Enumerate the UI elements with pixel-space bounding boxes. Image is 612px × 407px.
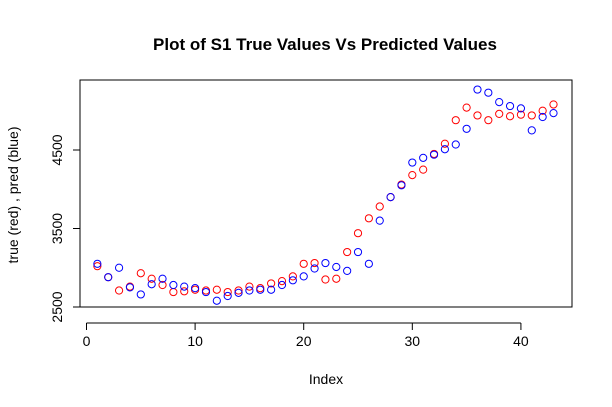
- predicted-value-point: [169, 280, 178, 290]
- predicted-value-point: [201, 287, 211, 297]
- true-value-point: [245, 282, 254, 291]
- predicted-value-point: [114, 263, 124, 272]
- x-tick-label: 30: [405, 333, 421, 349]
- predicted-value-point: [408, 158, 417, 167]
- true-value-point: [234, 286, 243, 295]
- predicted-value-point: [451, 140, 460, 149]
- y-axis: 2500 3500 4500: [49, 134, 81, 323]
- true-value-point: [516, 110, 526, 119]
- true-value-point: [353, 229, 363, 238]
- true-value-point: [212, 285, 221, 294]
- true-value-point: [473, 111, 482, 120]
- true-value-point: [419, 165, 428, 174]
- predicted-value-point: [419, 153, 428, 162]
- predicted-value-point: [364, 259, 373, 268]
- x-tick-label: 10: [187, 333, 203, 349]
- y-tick-label: 4500: [49, 134, 65, 165]
- true-value-point: [93, 262, 102, 271]
- true-value-point: [484, 116, 493, 125]
- predicted-value-point: [267, 285, 276, 294]
- predicted-value-point: [527, 126, 536, 135]
- true-value-point: [299, 259, 308, 268]
- predicted-value-point: [256, 285, 265, 294]
- true-value-point: [288, 272, 297, 281]
- plot-frame: [79, 79, 573, 308]
- true-value-point: [223, 287, 232, 297]
- predicted-value-point: [495, 98, 504, 107]
- true-value-point: [505, 112, 515, 121]
- predicted-value-point: [136, 290, 145, 299]
- x-tick-label: 40: [513, 333, 529, 349]
- true-value-point: [180, 287, 189, 296]
- true-value-point: [462, 103, 471, 112]
- predicted-value-point: [549, 109, 558, 118]
- predicted-value-point: [429, 150, 439, 159]
- predicted-value-point: [440, 145, 449, 154]
- true-value-point: [136, 269, 145, 278]
- true-value-point: [343, 247, 352, 257]
- true-value-point: [375, 202, 384, 211]
- y-tick-label: 3500: [49, 213, 65, 244]
- predicted-value-point: [516, 104, 526, 113]
- predicted-value-point: [93, 259, 102, 268]
- true-value-point: [332, 274, 341, 283]
- predicted-value-point: [397, 181, 406, 190]
- true-value-point: [169, 287, 178, 297]
- predicted-value-point: [375, 216, 384, 225]
- predicted-value-point: [353, 247, 363, 257]
- predicted-value-point: [212, 296, 221, 305]
- predicted-value-point: [343, 266, 352, 275]
- x-axis-label: Index: [309, 371, 343, 387]
- predicted-value-point: [125, 283, 135, 292]
- chart-title: Plot of S1 True Values Vs Predicted Valu…: [153, 35, 497, 54]
- data-points: [93, 85, 558, 305]
- true-value-point: [114, 286, 124, 295]
- y-tick-label: 2500: [49, 291, 65, 322]
- predicted-value-point: [473, 85, 482, 94]
- predicted-value-point: [147, 280, 156, 289]
- true-value-point: [310, 258, 319, 268]
- true-value-point: [364, 214, 373, 223]
- true-value-point: [321, 275, 330, 284]
- true-value-point: [538, 106, 547, 115]
- predicted-value-point: [484, 88, 493, 97]
- predicted-value-point: [462, 124, 471, 133]
- true-value-point: [158, 280, 167, 290]
- predicted-value-point: [158, 274, 167, 283]
- predicted-value-point: [505, 101, 515, 111]
- predicted-value-point: [180, 282, 189, 291]
- true-value-point: [451, 116, 460, 125]
- true-value-point: [527, 111, 536, 120]
- true-value-point: [277, 276, 287, 286]
- true-value-point: [549, 100, 558, 109]
- predicted-value-point: [310, 264, 319, 273]
- predicted-value-point: [332, 262, 341, 272]
- true-value-point: [440, 139, 449, 148]
- y-axis-label: true (red) , pred (blue): [5, 127, 21, 264]
- true-value-point: [495, 109, 504, 118]
- predicted-value-point: [277, 280, 287, 290]
- x-tick-label: 0: [83, 333, 91, 349]
- true-value-point: [408, 171, 417, 180]
- true-value-point: [267, 279, 276, 288]
- x-axis: 0 10 20 30 40: [83, 322, 529, 349]
- true-value-point: [147, 274, 156, 283]
- predicted-value-point: [104, 273, 113, 282]
- predicted-value-point: [234, 288, 243, 297]
- predicted-value-point: [538, 112, 547, 122]
- x-tick-label: 20: [296, 333, 312, 349]
- predicted-value-point: [245, 286, 254, 295]
- predicted-value-point: [299, 272, 308, 281]
- predicted-value-point: [191, 284, 200, 293]
- predicted-value-point: [386, 193, 395, 202]
- predicted-value-point: [321, 258, 330, 268]
- predicted-value-point: [223, 291, 232, 301]
- predicted-value-point: [288, 276, 297, 285]
